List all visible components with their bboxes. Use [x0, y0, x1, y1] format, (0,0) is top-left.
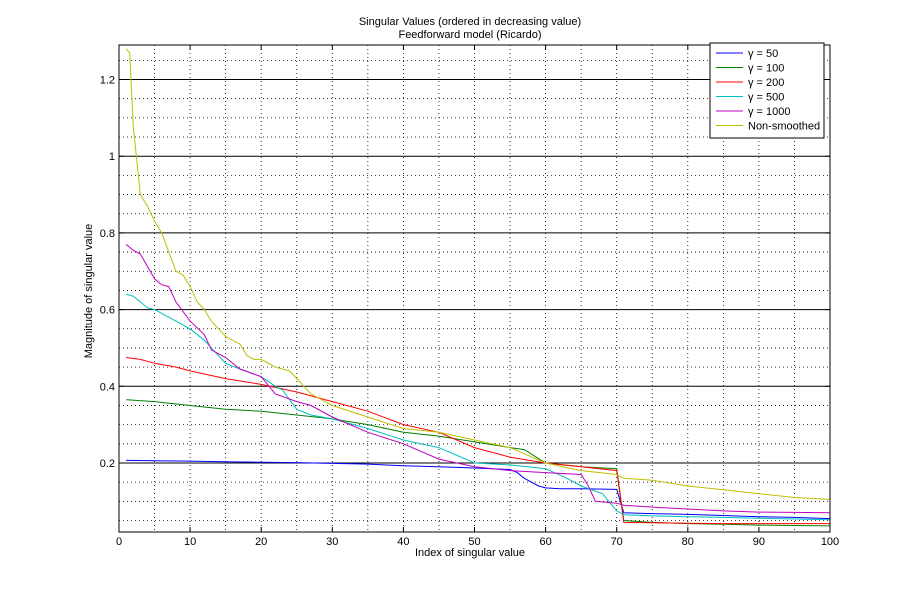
- x-tick-label: 40: [397, 536, 409, 548]
- legend-label: γ = 200: [748, 77, 784, 89]
- chart-subtitle: Feedforward model (Ricardo): [398, 29, 541, 41]
- legend-label: γ = 1000: [748, 106, 791, 118]
- tick-layer: 0 10 20 30 40 50 60 70 80 90 100 0.2 0.4 0.6 0.8 1 1.2: [100, 45, 839, 548]
- legend-label: Non-smoothed: [748, 121, 820, 133]
- y-tick-label: 0.2: [100, 458, 115, 470]
- series-line: [126, 459, 831, 520]
- series-line: [125, 293, 831, 521]
- x-tick-label: 100: [821, 536, 839, 548]
- x-tick-label: 80: [682, 536, 694, 548]
- legend-box: [709, 42, 825, 139]
- x-tick-label: 70: [611, 536, 623, 548]
- y-axis-label: Magnitude of singular value: [83, 224, 95, 359]
- x-tick-label: 20: [255, 536, 267, 548]
- x-tick-label: 90: [753, 536, 765, 548]
- x-tick-label: 10: [184, 536, 196, 548]
- chart-title: Singular Values (ordered in decreasing v…: [359, 16, 581, 28]
- series-layer: [125, 48, 831, 527]
- series-line: [126, 357, 830, 525]
- x-tick-label: 60: [539, 536, 551, 548]
- y-tick-label: 1.2: [100, 75, 115, 87]
- x-tick-label: 50: [468, 536, 480, 548]
- series-line: [125, 48, 831, 500]
- x-axis-label: Index of singular value: [415, 547, 525, 559]
- legend: γ = 50 γ = 100 γ = 200 γ = 500 γ = 1000 Non-s…: [709, 42, 825, 139]
- x-tick-label: 30: [326, 536, 338, 548]
- y-tick-label: 0.4: [100, 381, 115, 393]
- y-tick-label: 1: [109, 151, 115, 163]
- legend-label: γ = 500: [748, 92, 784, 104]
- legend-label: γ = 100: [748, 63, 784, 75]
- y-tick-label: 0.6: [100, 305, 115, 317]
- legend-label: γ = 50: [748, 48, 778, 60]
- y-tick-label: 0.8: [100, 228, 115, 240]
- x-tick-label: 0: [116, 536, 122, 548]
- series-line: [125, 244, 831, 514]
